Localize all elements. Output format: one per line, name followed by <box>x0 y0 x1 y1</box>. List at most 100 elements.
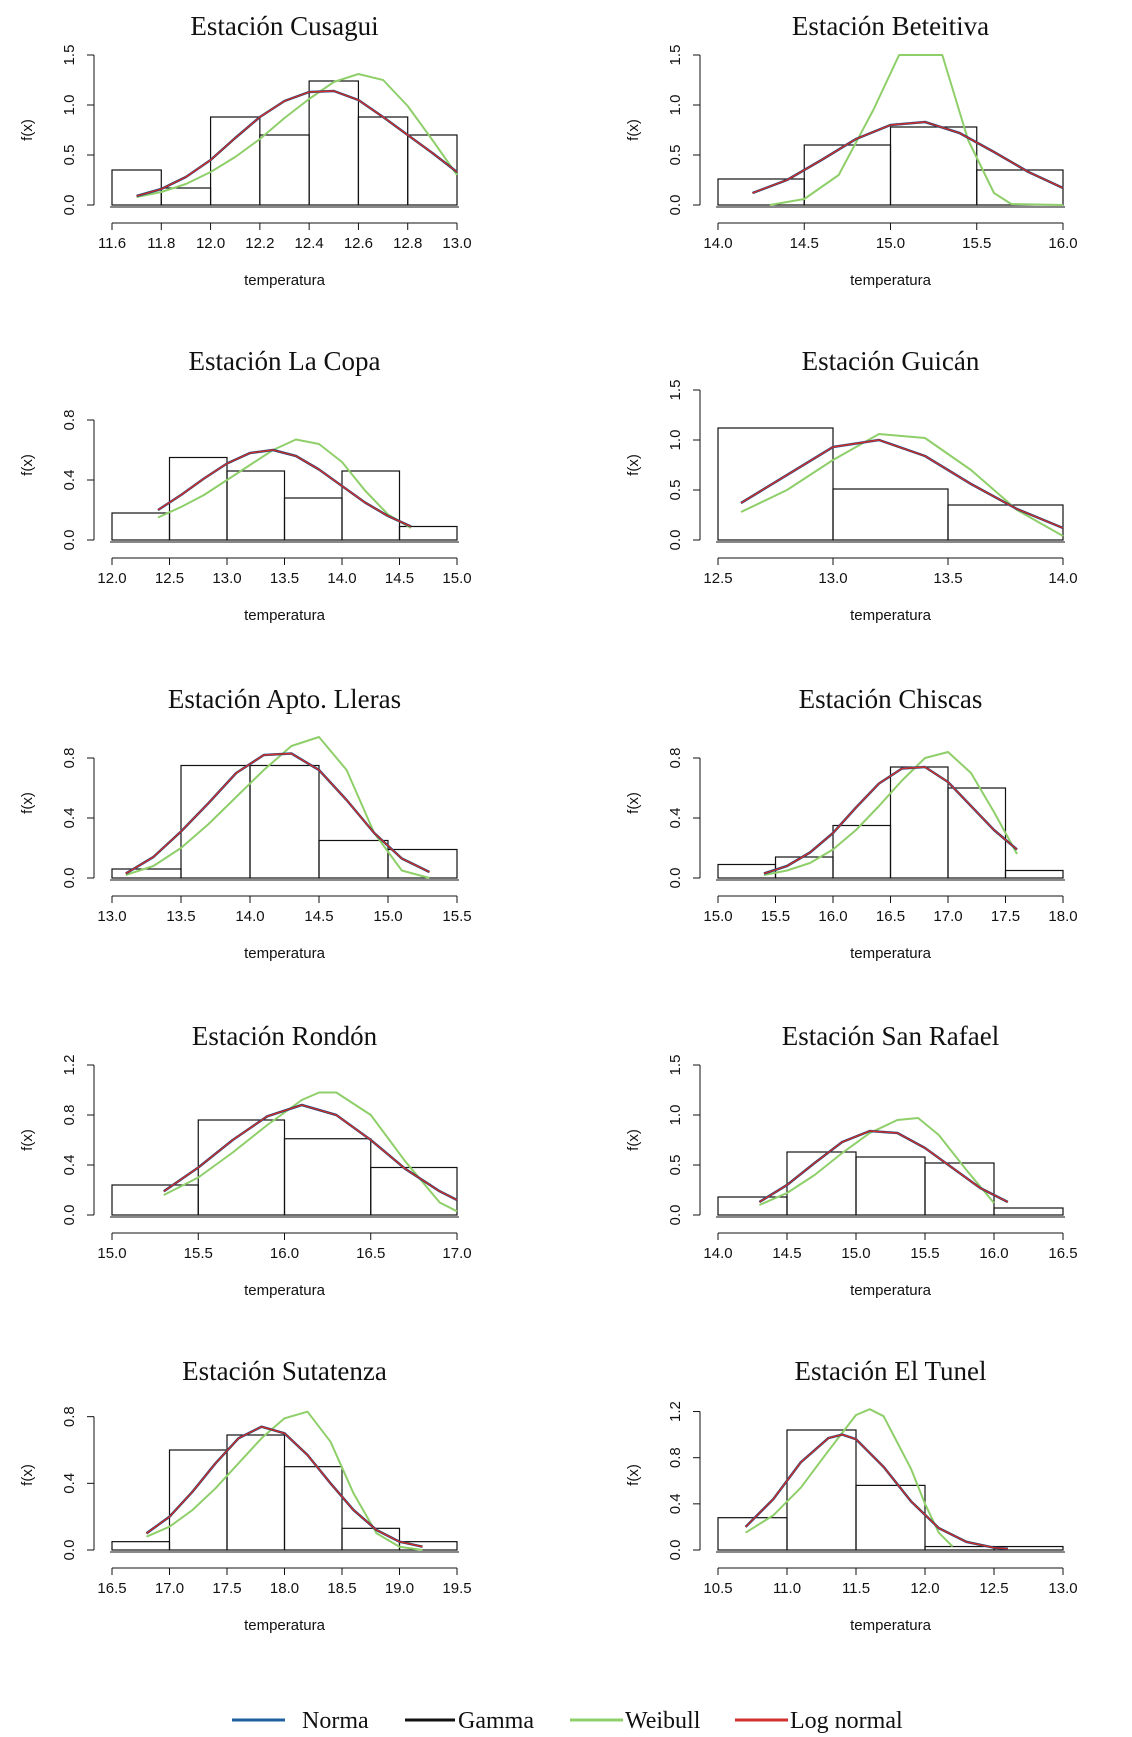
x-tick-label: 13.5 <box>270 570 299 587</box>
x-tick-label: 18.0 <box>1048 908 1077 925</box>
x-tick-label: 16.0 <box>1048 235 1077 252</box>
x-axis-label: temperatura <box>850 272 932 289</box>
x-tick-label: 14.0 <box>235 908 264 925</box>
chart-title: Estación El Tunel <box>794 1356 986 1386</box>
y-tick-label: 0.8 <box>61 410 78 431</box>
x-tick-label: 18.5 <box>327 1580 356 1597</box>
y-axis-label: f(x) <box>19 1129 36 1151</box>
gamma-curve <box>758 1130 1009 1203</box>
x-axis-label: temperatura <box>244 945 326 962</box>
histogram-bar <box>111 1184 199 1216</box>
x-tick-label: 12.8 <box>393 235 422 252</box>
y-tick-label: 0.8 <box>61 1105 78 1126</box>
weibull-curve <box>763 751 1018 876</box>
x-tick-label: 13.5 <box>933 570 962 587</box>
y-tick-label: 0.0 <box>667 530 684 551</box>
y-tick-label: 0.0 <box>667 1205 684 1226</box>
x-tick-label: 11.6 <box>98 235 126 252</box>
chart-title: Estación Chiscas <box>799 684 983 714</box>
histogram-bar <box>924 1545 995 1551</box>
x-tick-label: 15.0 <box>876 235 905 252</box>
weibull-curve <box>769 54 1064 206</box>
x-tick-label: 12.5 <box>703 570 732 587</box>
y-tick-label: 0.0 <box>61 530 78 551</box>
x-tick-label: 14.5 <box>385 570 414 587</box>
x-axis-label: temperatura <box>850 1282 932 1299</box>
log-normal-curve <box>163 1104 458 1201</box>
gamma-curve <box>740 439 1064 529</box>
chart-title: Estación Apto. Lleras <box>168 684 401 714</box>
chart-estacion-san-rafael: Estación San Rafael 14.0 14.5 15.0 15.5 16.0 1… <box>625 1021 1078 1299</box>
y-tick-label: 0.0 <box>61 1540 78 1561</box>
y-tick-label: 0.5 <box>667 1155 684 1176</box>
x-tick-label: 11.5 <box>842 1580 870 1597</box>
x-tick-label: 12.4 <box>295 235 324 252</box>
chart-estacion-el-tunel: Estación El Tunel 10.5 11.0 11.5 12.0 12.5 13.… <box>625 1356 1078 1634</box>
chart-estacion-cusagui: Estación Cusagui 11.6 11.8 12.0 12.2 12.4 12.6… <box>19 11 472 289</box>
y-tick-label: 0.5 <box>667 145 684 166</box>
x-tick-label: 15.5 <box>962 235 991 252</box>
histogram-bar <box>398 525 458 541</box>
x-tick-label: 12.2 <box>245 235 274 252</box>
histogram-bar <box>976 169 1064 206</box>
y-tick-label: 1.2 <box>61 1055 78 1076</box>
y-tick-label: 0.4 <box>61 1473 78 1494</box>
histogram-bar <box>717 1517 788 1551</box>
x-tick-label: 13.0 <box>97 908 126 925</box>
y-tick-label: 1.5 <box>667 45 684 66</box>
y-tick-label: 0.4 <box>61 808 78 829</box>
x-axis-label: temperatura <box>850 945 932 962</box>
chart-title: Estación San Rafael <box>782 1021 999 1051</box>
x-axis-label: temperatura <box>244 272 326 289</box>
x-tick-label: 14.5 <box>772 1245 801 1262</box>
gamma-curve <box>745 1433 1008 1550</box>
y-tick-label: 0.0 <box>61 868 78 889</box>
x-tick-label: 16.5 <box>97 1580 126 1597</box>
histogram-bar <box>717 1196 788 1216</box>
y-tick-label: 0.8 <box>667 1447 684 1468</box>
y-tick-label: 0.0 <box>667 195 684 216</box>
y-tick-label: 0.4 <box>61 470 78 491</box>
y-tick-label: 0.8 <box>61 748 78 769</box>
y-tick-label: 0.5 <box>667 480 684 501</box>
y-tick-label: 0.5 <box>61 145 78 166</box>
x-tick-label: 19.0 <box>385 1580 414 1597</box>
x-tick-label: 15.5 <box>761 908 790 925</box>
y-tick-label: 0.0 <box>61 1205 78 1226</box>
log-normal-curve <box>763 766 1018 875</box>
x-tick-label: 17.0 <box>442 1245 471 1262</box>
histogram-bar <box>168 1449 228 1551</box>
histogram-bar <box>717 427 834 541</box>
y-tick-label: 0.8 <box>61 1406 78 1427</box>
weibull-curve <box>163 1091 458 1213</box>
x-tick-label: 13.5 <box>166 908 195 925</box>
x-tick-label: 12.5 <box>979 1580 1008 1597</box>
histogram-bar <box>111 868 182 879</box>
x-tick-label: 15.0 <box>841 1245 870 1262</box>
chart-estacion-beteitiva: Estación Beteitiva 14.0 14.5 15.0 15.5 16.0 0.… <box>625 11 1078 289</box>
x-axis-label: temperatura <box>850 607 932 624</box>
x-tick-label: 12.0 <box>196 235 225 252</box>
x-tick-label: 17.0 <box>933 908 962 925</box>
log-normal-curve <box>125 752 430 875</box>
gamma-curve <box>163 1104 458 1201</box>
x-tick-label: 11.8 <box>147 235 175 252</box>
chart-estacion-la-copa: Estación La Copa 12.0 12.5 13.0 13.5 14.0 14.5… <box>19 346 472 624</box>
histogram-bar <box>889 126 978 206</box>
y-tick-label: 0.0 <box>667 868 684 889</box>
x-tick-label: 13.0 <box>818 570 847 587</box>
y-axis-label: f(x) <box>625 119 642 141</box>
y-tick-label: 1.2 <box>667 1401 684 1422</box>
y-axis-label: f(x) <box>19 454 36 476</box>
y-tick-label: 1.0 <box>667 95 684 116</box>
histogram-bar <box>855 1156 926 1216</box>
x-tick-label: 15.5 <box>910 1245 939 1262</box>
y-tick-label: 1.5 <box>61 45 78 66</box>
x-tick-label: 15.0 <box>703 908 732 925</box>
histogram-bar <box>832 488 949 541</box>
weibull-curve <box>125 736 430 879</box>
histogram-bar <box>1004 869 1064 879</box>
y-tick-label: 0.0 <box>61 195 78 216</box>
weibull-curve <box>745 1408 954 1548</box>
x-tick-label: 13.0 <box>212 570 241 587</box>
